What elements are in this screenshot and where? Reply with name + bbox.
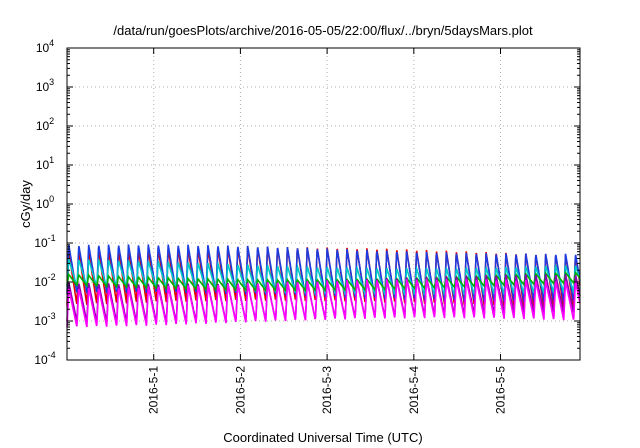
x-tick-label: 2016-5-2 [233,366,247,414]
x-tick-label: 2016-5-5 [494,366,508,414]
y-axis-label: cGy/day [18,180,33,228]
series-line [66,270,581,293]
y-axis: 10-4 10-3 10-2 10-1 100 101 102 103 104 [34,38,580,367]
y-tick-label: 101 [36,155,54,172]
x-tick-label: 2016-5-4 [407,366,421,414]
x-tick-label: 2016-5-1 [147,366,161,414]
y-tick-label: 10-4 [34,350,55,367]
x-tick-label: 2016-5-3 [320,366,334,414]
x-axis: 2016-5-1 2016-5-2 2016-5-3 2016-5-4 2016-5-5 [147,48,508,414]
x-axis-label: Coordinated Universal Time (UTC) [223,430,422,445]
series-group [66,244,581,328]
y-tick-label: 103 [36,77,54,94]
y-tick-label: 100 [36,194,54,211]
y-tick-label: 10-1 [34,233,55,250]
chart-title: /data/run/goesPlots/archive/2016-05-05/2… [113,23,533,38]
y-tick-label: 102 [36,116,54,133]
y-tick-label: 104 [36,38,54,55]
y-tick-label: 10-3 [34,311,55,328]
series-line [66,279,581,328]
y-tick-label: 10-2 [34,272,55,289]
